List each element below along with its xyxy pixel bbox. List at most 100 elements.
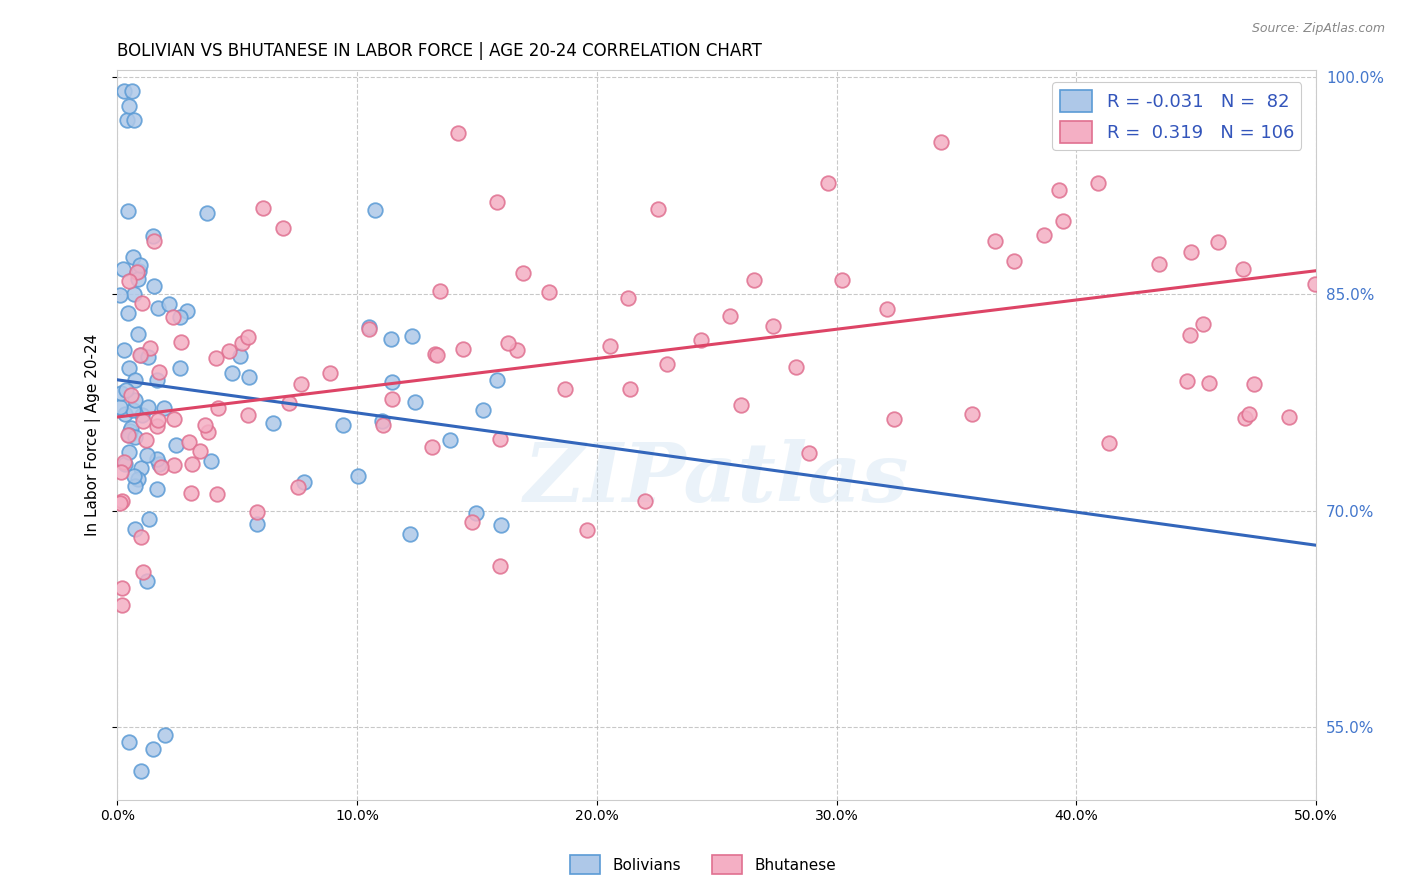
Point <box>1002 253 1025 268</box>
Point <box>1243 376 1265 391</box>
Point <box>117 306 139 320</box>
Point <box>1303 277 1326 291</box>
Point <box>1147 257 1170 271</box>
Point <box>371 414 394 428</box>
Point <box>420 440 443 454</box>
Point <box>984 234 1007 248</box>
Point <box>194 417 217 432</box>
Point <box>162 310 184 325</box>
Point <box>143 278 166 293</box>
Point <box>207 486 229 500</box>
Point <box>742 273 765 287</box>
Point <box>401 329 423 343</box>
Text: Source: ZipAtlas.com: Source: ZipAtlas.com <box>1251 22 1385 36</box>
Point <box>148 366 170 380</box>
Point <box>929 135 952 149</box>
Point <box>118 360 141 375</box>
Point <box>139 341 162 355</box>
Point <box>118 99 141 113</box>
Point <box>506 343 529 358</box>
Point <box>426 347 449 361</box>
Point <box>799 445 821 459</box>
Point <box>131 408 153 422</box>
Point <box>1087 176 1109 190</box>
Point <box>177 435 200 450</box>
Point <box>112 261 135 276</box>
Point <box>1278 409 1301 424</box>
Point <box>1175 374 1198 388</box>
Point <box>136 400 159 414</box>
Point <box>149 460 172 475</box>
Point <box>485 195 508 210</box>
Point <box>121 403 143 417</box>
Point <box>176 304 198 318</box>
Point <box>127 327 149 342</box>
Point <box>429 284 451 298</box>
Point <box>124 430 146 444</box>
Point <box>883 411 905 425</box>
Point <box>218 343 240 358</box>
Point <box>129 530 152 544</box>
Point <box>451 343 474 357</box>
Point <box>489 559 512 574</box>
Point <box>319 366 342 380</box>
Point <box>489 518 512 533</box>
Point <box>290 377 312 392</box>
Point <box>364 202 387 217</box>
Point <box>129 460 152 475</box>
Point <box>118 735 141 749</box>
Point <box>359 321 381 335</box>
Point <box>165 438 187 452</box>
Point <box>634 493 657 508</box>
Point <box>129 348 152 362</box>
Point <box>761 319 783 334</box>
Point <box>1244 110 1267 124</box>
Point <box>110 287 132 301</box>
Point <box>169 310 191 324</box>
Legend: R = -0.031   N =  82, R =  0.319   N = 106: R = -0.031 N = 82, R = 0.319 N = 106 <box>1053 82 1301 150</box>
Point <box>110 386 132 401</box>
Point <box>163 412 186 426</box>
Point <box>485 373 508 387</box>
Point <box>142 228 165 243</box>
Point <box>1136 102 1159 116</box>
Point <box>1206 235 1229 250</box>
Point <box>155 728 177 742</box>
Point <box>347 469 370 483</box>
Point <box>122 250 145 264</box>
Point <box>380 332 402 346</box>
Point <box>460 515 482 529</box>
Point <box>108 400 131 414</box>
Point <box>554 382 576 396</box>
Point <box>108 496 131 510</box>
Point <box>146 301 169 316</box>
Point <box>143 234 166 248</box>
Point <box>231 336 253 351</box>
Point <box>238 370 260 384</box>
Point <box>148 457 170 471</box>
Point <box>115 383 138 397</box>
Point <box>114 408 136 422</box>
Point <box>188 444 211 458</box>
Point <box>120 388 142 402</box>
Point <box>146 452 169 467</box>
Point <box>1098 435 1121 450</box>
Point <box>120 421 142 435</box>
Point <box>465 506 488 520</box>
Point <box>1232 261 1254 276</box>
Point <box>399 527 422 541</box>
Point <box>118 445 141 459</box>
Point <box>599 339 621 353</box>
Y-axis label: In Labor Force | Age 20-24: In Labor Force | Age 20-24 <box>86 334 101 536</box>
Point <box>831 273 853 287</box>
Point <box>112 343 135 357</box>
Point <box>498 336 520 351</box>
Point <box>278 396 301 410</box>
Point <box>124 373 146 387</box>
Point <box>1052 213 1074 227</box>
Point <box>159 297 181 311</box>
Point <box>200 454 222 468</box>
Point <box>115 113 138 128</box>
Legend: Bolivians, Bhutanese: Bolivians, Bhutanese <box>564 849 842 880</box>
Point <box>180 485 202 500</box>
